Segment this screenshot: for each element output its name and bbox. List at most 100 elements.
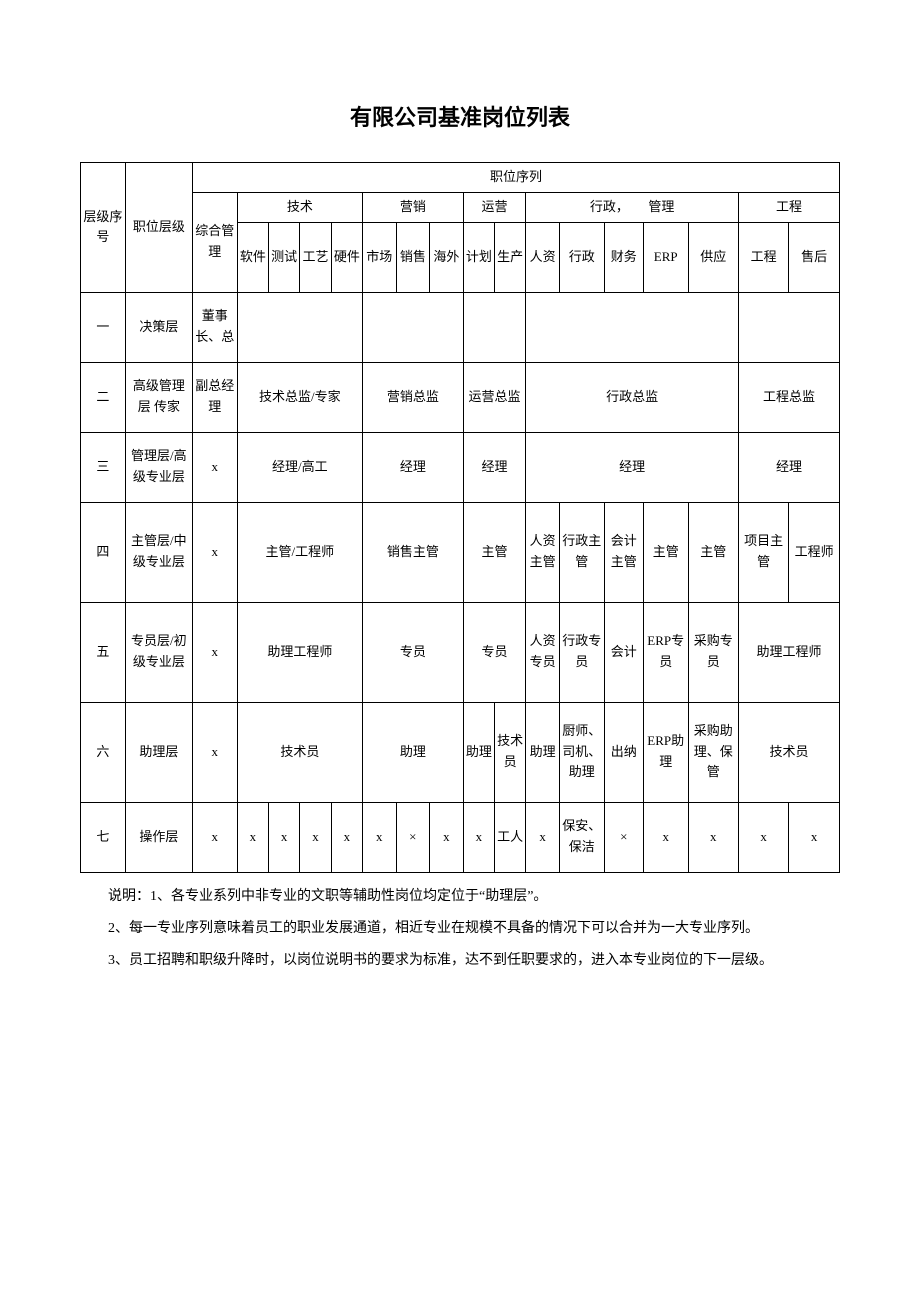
cell: 行政总监 xyxy=(526,362,739,432)
cell: 助理层 xyxy=(125,702,192,802)
cell: 一 xyxy=(81,292,126,362)
cell: 专员层/初级专业层 xyxy=(125,602,192,702)
cell: 经理 xyxy=(526,432,739,502)
cell: 主管层/中级专业层 xyxy=(125,502,192,602)
hdr-tech-0: 软件 xyxy=(237,222,268,292)
cell: 五 xyxy=(81,602,126,702)
page-title: 有限公司基准岗位列表 xyxy=(80,100,840,132)
cell: 经理 xyxy=(362,432,463,502)
cell: × xyxy=(396,802,430,872)
hdr-eng-1: 售后 xyxy=(789,222,840,292)
cell: × xyxy=(604,802,643,872)
cell: x xyxy=(192,432,237,502)
cell: 技术总监/专家 xyxy=(237,362,362,432)
cell: 技术员 xyxy=(738,702,839,802)
cell: 副总经理 xyxy=(192,362,237,432)
cell: 主管 xyxy=(463,502,526,602)
cell: 会计主管 xyxy=(604,502,643,602)
cell: 项目主管 xyxy=(738,502,788,602)
cell: 会计 xyxy=(604,602,643,702)
cell: 助理 xyxy=(362,702,463,802)
cell: ERP专员 xyxy=(643,602,688,702)
cell: 出纳 xyxy=(604,702,643,802)
cell: 六 xyxy=(81,702,126,802)
cell: x xyxy=(362,802,396,872)
cell: x xyxy=(269,802,300,872)
hdr-op-1: 生产 xyxy=(495,222,526,292)
cell: 工人 xyxy=(495,802,526,872)
table-row: 二 高级管理层 传家 副总经理 技术总监/专家 营销总监 运营总监 行政总监 工… xyxy=(81,362,840,432)
cell: 采购助理、保管 xyxy=(688,702,738,802)
cell: 技术员 xyxy=(495,702,526,802)
note-1: 说明：1、各专业系列中非专业的文职等辅助性岗位均定位于“助理层”。 xyxy=(80,883,840,911)
cell: 助理工程师 xyxy=(237,602,362,702)
cell: x xyxy=(237,802,268,872)
hdr-mkt-1: 销售 xyxy=(396,222,430,292)
hdr-admin-4: 供应 xyxy=(688,222,738,292)
hdr-level: 职位层级 xyxy=(125,163,192,293)
hdr-seq: 层级序号 xyxy=(81,163,126,293)
cell: 行政专员 xyxy=(559,602,604,702)
note-3: 3、员工招聘和职级升降时，以岗位说明书的要求为标准，达不到任职要求的，进入本专业… xyxy=(80,947,840,975)
cell: 工程总监 xyxy=(738,362,839,432)
cell: 经理/高工 xyxy=(237,432,362,502)
table-row: 三 管理层/高级专业层 x 经理/高工 经理 经理 经理 经理 xyxy=(81,432,840,502)
cell: 助理 xyxy=(526,702,560,802)
cell: x xyxy=(192,502,237,602)
cell: 管理层/高级专业层 xyxy=(125,432,192,502)
cell: 专员 xyxy=(362,602,463,702)
hdr-admin: 行政， 管理 xyxy=(526,192,739,222)
hdr-admin-1: 行政 xyxy=(559,222,604,292)
hdr-tech: 技术 xyxy=(237,192,362,222)
cell: 二 xyxy=(81,362,126,432)
cell: 采购专员 xyxy=(688,602,738,702)
cell xyxy=(362,292,463,362)
hdr-tech-1: 测试 xyxy=(269,222,300,292)
cell: 助理工程师 xyxy=(738,602,839,702)
cell: 主管 xyxy=(643,502,688,602)
cell xyxy=(526,292,739,362)
cell: 行政主管 xyxy=(559,502,604,602)
cell: x xyxy=(688,802,738,872)
hdr-op-0: 计划 xyxy=(463,222,494,292)
cell: 董事长、总 xyxy=(192,292,237,362)
cell: 操作层 xyxy=(125,802,192,872)
hdr-eng-0: 工程 xyxy=(738,222,788,292)
hdr-mkt-0: 市场 xyxy=(362,222,396,292)
cell: 人资主管 xyxy=(526,502,560,602)
cell: 人资专员 xyxy=(526,602,560,702)
cell: 厨师、司机、助理 xyxy=(559,702,604,802)
cell: x xyxy=(463,802,494,872)
cell: x xyxy=(789,802,840,872)
hdr-engineering: 工程 xyxy=(738,192,839,222)
table-row: 四 主管层/中级专业层 x 主管/工程师 销售主管 主管 人资主管 行政主管 会… xyxy=(81,502,840,602)
hdr-operation: 运营 xyxy=(463,192,526,222)
cell: 主管 xyxy=(688,502,738,602)
cell: x xyxy=(643,802,688,872)
note-2: 2、每一专业序列意味着员工的职业发展通道，相近专业在规模不具备的情况下可以合并为… xyxy=(80,915,840,943)
cell: 高级管理层 传家 xyxy=(125,362,192,432)
cell: 销售主管 xyxy=(362,502,463,602)
cell: 工程师 xyxy=(789,502,840,602)
cell: 经理 xyxy=(463,432,526,502)
cell: x xyxy=(192,602,237,702)
cell: x xyxy=(738,802,788,872)
cell: 保安、保洁 xyxy=(559,802,604,872)
hdr-series: 职位序列 xyxy=(192,163,839,193)
cell xyxy=(738,292,839,362)
cell xyxy=(237,292,362,362)
cell: 决策层 xyxy=(125,292,192,362)
hdr-mkt-2: 海外 xyxy=(430,222,464,292)
position-table: 层级序号 职位层级 职位序列 综合管理 技术 营销 运营 行政， 管理 工程 软… xyxy=(80,162,840,873)
cell: x xyxy=(526,802,560,872)
hdr-tech-3: 硬件 xyxy=(331,222,362,292)
table-row: 五 专员层/初级专业层 x 助理工程师 专员 专员 人资专员 行政专员 会计 E… xyxy=(81,602,840,702)
notes: 说明：1、各专业系列中非专业的文职等辅助性岗位均定位于“助理层”。 2、每一专业… xyxy=(80,883,840,975)
cell xyxy=(463,292,526,362)
cell: 三 xyxy=(81,432,126,502)
cell: 营销总监 xyxy=(362,362,463,432)
cell: 主管/工程师 xyxy=(237,502,362,602)
cell: x xyxy=(300,802,331,872)
cell: x xyxy=(192,702,237,802)
hdr-admin-2: 财务 xyxy=(604,222,643,292)
